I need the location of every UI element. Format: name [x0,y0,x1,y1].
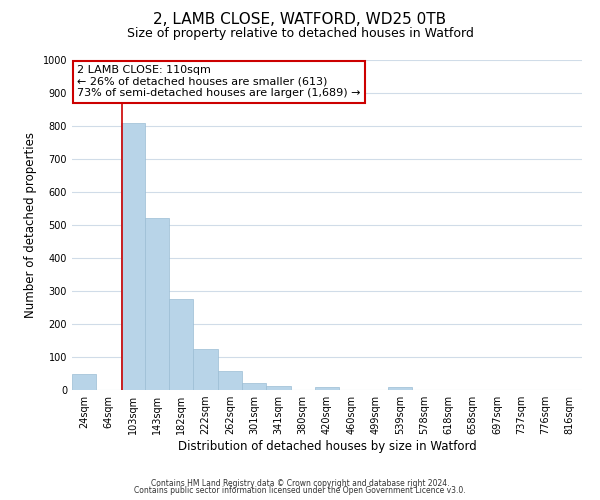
Bar [315,386,339,390]
Text: Contains public sector information licensed under the Open Government Licence v3: Contains public sector information licen… [134,486,466,495]
Bar [266,386,290,390]
Bar [121,122,145,390]
Text: 2, LAMB CLOSE, WATFORD, WD25 0TB: 2, LAMB CLOSE, WATFORD, WD25 0TB [154,12,446,28]
Bar [145,218,169,390]
Bar [218,371,242,390]
Bar [72,374,96,390]
X-axis label: Distribution of detached houses by size in Watford: Distribution of detached houses by size … [178,440,476,453]
Text: Contains HM Land Registry data © Crown copyright and database right 2024.: Contains HM Land Registry data © Crown c… [151,478,449,488]
Bar [169,299,193,390]
Bar [242,382,266,390]
Text: Size of property relative to detached houses in Watford: Size of property relative to detached ho… [127,28,473,40]
Bar [193,349,218,390]
Text: 2 LAMB CLOSE: 110sqm
← 26% of detached houses are smaller (613)
73% of semi-deta: 2 LAMB CLOSE: 110sqm ← 26% of detached h… [77,65,361,98]
Bar [388,388,412,390]
Y-axis label: Number of detached properties: Number of detached properties [24,132,37,318]
